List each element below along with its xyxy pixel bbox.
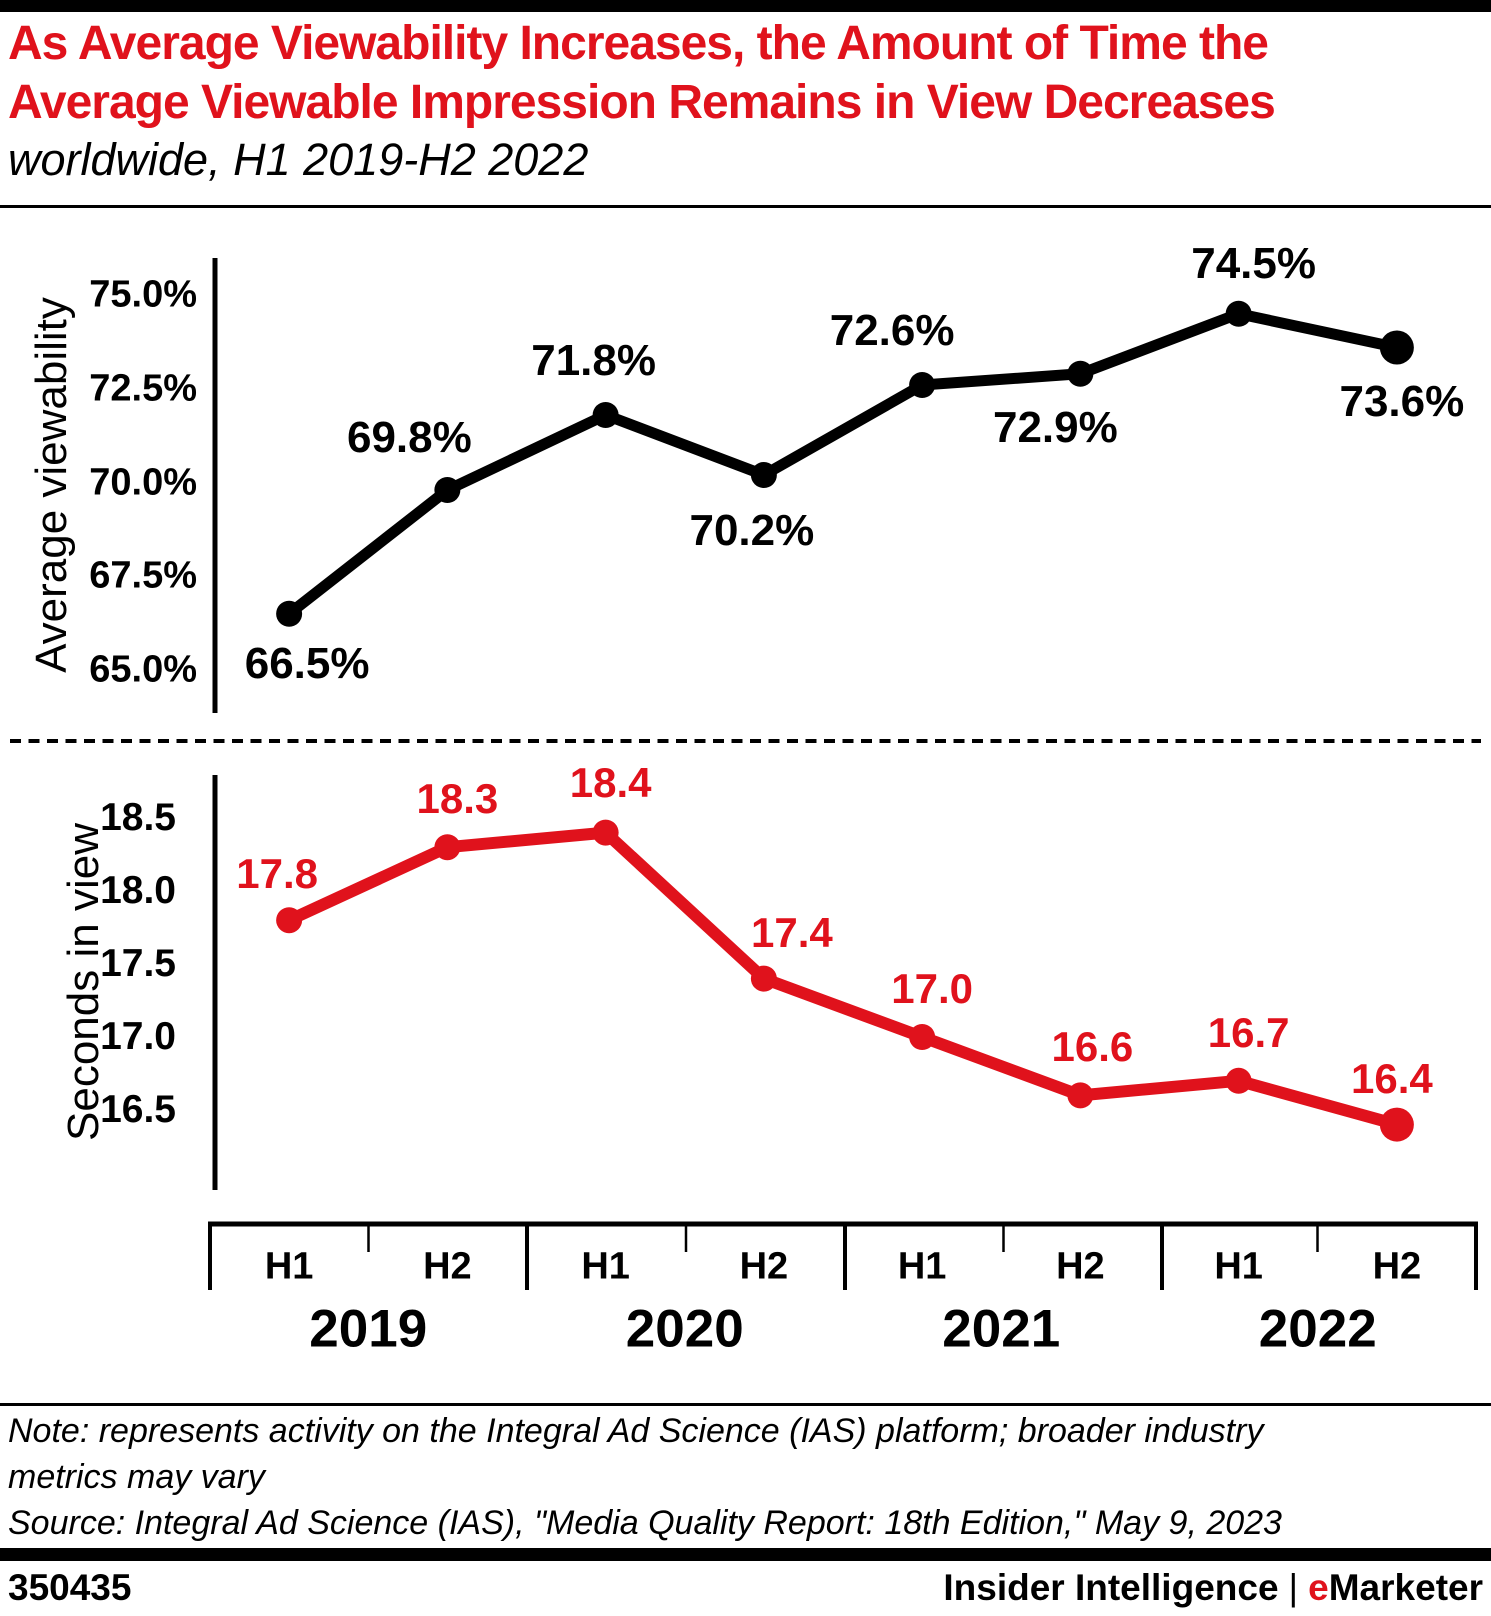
average-viewability-data-label: 70.2% <box>689 506 815 555</box>
average-viewability-point <box>592 402 619 428</box>
header-divider-rule <box>0 205 1491 208</box>
seconds-in-view-point <box>592 819 619 846</box>
top-chart-y-axis-title: Average viewability <box>27 297 76 673</box>
seconds-in-view-point <box>1379 1107 1414 1142</box>
seconds-in-view-data-label: 16.7 <box>1207 1008 1290 1056</box>
average-viewability-data-label: 73.6% <box>1339 376 1465 426</box>
average-viewability-data-label: 72.9% <box>992 402 1118 452</box>
seconds-in-view-ytick-label: 16.5 <box>100 1088 176 1131</box>
average-viewability-point <box>909 372 936 398</box>
average-viewability-data-label: 74.5% <box>1191 238 1317 288</box>
chart-subtitle: worldwide, H1 2019-H2 2022 <box>8 134 589 185</box>
footer-black-bar <box>0 1548 1491 1561</box>
average-viewability-point <box>276 600 303 627</box>
seconds-in-view-data-label: 17.0 <box>891 965 973 1012</box>
seconds-in-view-data-label: 16.4 <box>1351 1054 1433 1102</box>
seconds-in-view-data-label: 16.6 <box>1051 1023 1134 1071</box>
chart-id-number: 350435 <box>8 1567 132 1608</box>
average-viewability-point <box>1379 330 1414 365</box>
x-axis-year-label: 2019 <box>309 1299 428 1359</box>
chart-title-line2: Average Viewable Impression Remains in V… <box>8 76 1276 129</box>
x-axis-half-label: H1 <box>897 1245 947 1288</box>
seconds-in-view-ytick-label: 17.5 <box>100 942 176 985</box>
seconds-in-view-ytick-label: 17.0 <box>100 1015 176 1058</box>
brand-separator: | <box>1288 1567 1299 1608</box>
seconds-in-view-data-label: 17.4 <box>751 908 833 956</box>
average-viewability-point <box>434 477 461 503</box>
brand-emarketer-e: e <box>1308 1567 1329 1608</box>
average-viewability-data-label: 69.8% <box>346 413 472 462</box>
seconds-in-view-ytick-label: 18.0 <box>100 869 176 912</box>
average-viewability-ytick-label: 67.5% <box>89 554 197 597</box>
average-viewability-point <box>750 462 777 488</box>
seconds-in-view-point <box>434 834 461 861</box>
seconds-in-view-data-label: 18.4 <box>569 758 652 806</box>
average-viewability-ytick-label: 75.0% <box>89 273 197 316</box>
brand-line: Insider Intelligence | eMarketer <box>943 1568 1483 1608</box>
x-axis-half-label: H2 <box>739 1245 789 1288</box>
brand-emarketer-rest: Marketer <box>1328 1567 1483 1608</box>
seconds-in-view-data-label: 17.8 <box>236 850 318 898</box>
x-axis-half-label: H2 <box>423 1245 472 1288</box>
footnote-note-line1: Note: represents activity on the Integra… <box>8 1412 1264 1450</box>
chart-title-line1: As Average Viewability Increases, the Am… <box>8 17 1269 70</box>
footnote-note: Note: represents activity on the Integra… <box>8 1408 1408 1500</box>
average-viewability-data-label: 72.6% <box>829 306 955 355</box>
x-axis-half-label: H1 <box>1214 1245 1263 1288</box>
average-viewability-ytick-label: 70.0% <box>89 461 197 503</box>
average-viewability-line <box>283 308 1403 620</box>
x-axis-year-label: 2021 <box>942 1299 1061 1359</box>
average-viewability-data-label: 66.5% <box>244 638 370 688</box>
average-viewability-point <box>1225 300 1252 327</box>
brand-insider-intelligence: Insider Intelligence <box>943 1567 1279 1608</box>
seconds-in-view-data-label: 18.3 <box>416 775 499 823</box>
x-axis-half-label: H1 <box>581 1245 630 1288</box>
footnote-top-rule <box>0 1403 1491 1406</box>
x-axis-half-label: H2 <box>1372 1245 1422 1288</box>
x-axis-half-label: H1 <box>264 1245 314 1288</box>
average-viewability-data-label: 71.8% <box>531 336 657 385</box>
seconds-in-view-ytick-label: 18.5 <box>100 796 176 839</box>
chart-title: As Average Viewability Increases, the Am… <box>8 14 1478 132</box>
x-axis-year-label: 2020 <box>625 1299 744 1359</box>
seconds-in-view-point <box>909 1024 936 1050</box>
seconds-in-view-point <box>1067 1082 1094 1109</box>
average-viewability-ytick-label: 65.0% <box>89 648 197 691</box>
seconds-in-view-point <box>750 965 777 992</box>
x-axis-half-label: H2 <box>1056 1245 1105 1288</box>
seconds-in-view-point <box>276 907 303 934</box>
seconds-in-view-point <box>1225 1067 1252 1094</box>
footnote-source: Source: Integral Ad Science (IAS), "Medi… <box>8 1504 1282 1542</box>
x-axis-year-label: 2022 <box>1258 1299 1377 1359</box>
footnote-note-line2: metrics may vary <box>8 1458 265 1496</box>
average-viewability-ytick-label: 72.5% <box>89 367 197 410</box>
seconds-in-view-line <box>283 826 1403 1131</box>
top-black-bar <box>0 0 1491 12</box>
average-viewability-point <box>1067 360 1094 387</box>
